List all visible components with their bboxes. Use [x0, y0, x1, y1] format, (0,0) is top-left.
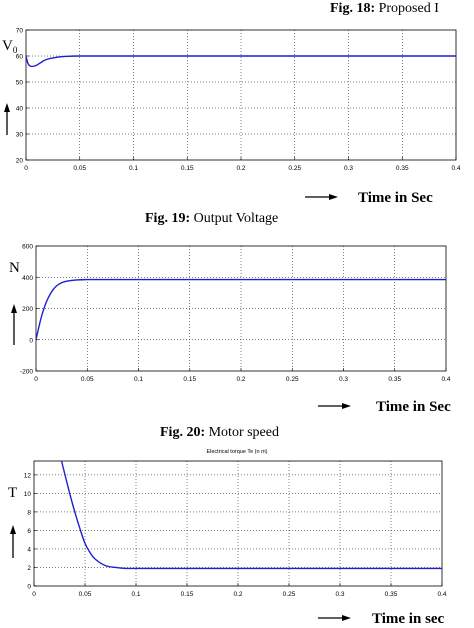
x-tick-label: 0.1	[134, 376, 143, 383]
y-tick-label: 20	[16, 158, 24, 165]
x-tick-label: 0.1	[131, 591, 140, 598]
torque-y-label: T	[8, 485, 17, 501]
fig20-caption: Fig. 20: Motor speed	[160, 425, 279, 440]
x-tick-label: 0.05	[79, 591, 92, 598]
x-tick-label: 0.35	[396, 165, 409, 172]
x-tick-label: 0	[24, 165, 28, 172]
x-tick-label: 0.25	[288, 165, 301, 172]
y-tick-label: 12	[24, 472, 32, 479]
voltage-y-label-sub: 0	[13, 45, 18, 55]
top-caption: Fig. 18: Proposed I	[330, 1, 439, 16]
top-caption-bold: Fig. 18:	[330, 1, 375, 16]
speed-x-arrow	[318, 403, 351, 409]
y-tick-label: 30	[16, 132, 24, 139]
x-tick-label: 0.35	[388, 376, 401, 383]
x-tick-label: 0.15	[181, 591, 194, 598]
x-tick-label: 0.25	[283, 591, 296, 598]
y-tick-label: 6	[27, 528, 31, 535]
voltage-x-arrow	[305, 194, 338, 200]
fig19-caption: Fig. 19: Output Voltage	[145, 211, 278, 226]
fig19-caption-bold: Fig. 19:	[145, 211, 190, 226]
y-tick-label: 0	[29, 337, 33, 344]
y-tick-label: 4	[27, 546, 31, 553]
plot-frame	[25, 29, 457, 161]
x-tick-label: 0.2	[236, 376, 245, 383]
plot-frame	[33, 460, 443, 587]
x-tick-label: 0.2	[233, 591, 242, 598]
x-tick-label: 0.2	[236, 165, 245, 172]
output-voltage-chart: 0 0.05 0.1 0.15 0.2 0.25 0.3 0.35 0.4 20 30 40 50 60 7…	[16, 28, 461, 173]
torque-x-arrow	[318, 615, 351, 621]
x-tick-label: 0.05	[73, 165, 86, 172]
y-tick-label: 60	[16, 54, 24, 61]
y-tick-label: -200	[20, 369, 33, 376]
voltage-y-arrow	[4, 103, 10, 135]
x-tick-label: 0.15	[183, 376, 196, 383]
x-tick-label: 0.25	[286, 376, 299, 383]
series-line	[36, 278, 446, 340]
y-tick-label: 40	[16, 106, 24, 113]
torque-y-arrow	[10, 525, 16, 558]
y-tick-label: 0	[27, 584, 31, 591]
fig20-caption-bold: Fig. 20:	[160, 425, 205, 440]
y-tick-label: 50	[16, 80, 24, 87]
speed-y-arrow	[11, 304, 17, 345]
plot-frame	[35, 245, 447, 372]
x-tick-label: 0.4	[437, 591, 446, 598]
y-tick-label: 10	[24, 491, 32, 498]
top-caption-text: Proposed I	[375, 1, 439, 16]
y-tick-label: 600	[22, 244, 33, 251]
x-tick-label: 0.05	[81, 376, 94, 383]
x-tick-label: 0.15	[181, 165, 194, 172]
voltage-y-label-main: V	[2, 38, 13, 54]
fig19-caption-text: Output Voltage	[190, 211, 278, 226]
torque-chart: 0 0.05 0.1 0.15 0.2 0.25 0.3 0.35 0.4 0 2 4 6 8 10 12	[24, 460, 447, 598]
motor-speed-chart: 0 0.05 0.1 0.15 0.2 0.25 0.3 0.35 0.4-2000200400…	[20, 244, 451, 384]
speed-y-label: N	[9, 260, 20, 276]
x-tick-label: 0	[32, 591, 36, 598]
y-tick-label: 400	[22, 275, 33, 282]
y-tick-label: 8	[27, 509, 31, 516]
fig20-caption-text: Motor speed	[205, 425, 279, 440]
x-tick-label: 0.4	[441, 376, 450, 383]
x-tick-label: 0.3	[344, 165, 353, 172]
x-tick-label: 0	[34, 376, 38, 383]
series-line	[60, 461, 442, 570]
y-tick-label: 70	[16, 28, 24, 35]
torque-chart-title: Electrical torque Te (n m)	[206, 449, 267, 455]
y-tick-label: 200	[22, 306, 33, 313]
x-tick-label: 0.35	[385, 591, 398, 598]
x-tick-label: 0.4	[451, 165, 460, 172]
voltage-x-label: Time in Sec	[358, 190, 433, 206]
series-line	[26, 55, 456, 68]
torque-x-label: Time in sec	[372, 611, 445, 627]
x-tick-label: 0.1	[129, 165, 138, 172]
speed-x-label: Time in Sec	[376, 399, 451, 415]
x-tick-label: 0.3	[335, 591, 344, 598]
voltage-y-label: V0	[2, 38, 18, 55]
x-tick-label: 0.3	[339, 376, 348, 383]
y-tick-label: 2	[27, 565, 31, 572]
